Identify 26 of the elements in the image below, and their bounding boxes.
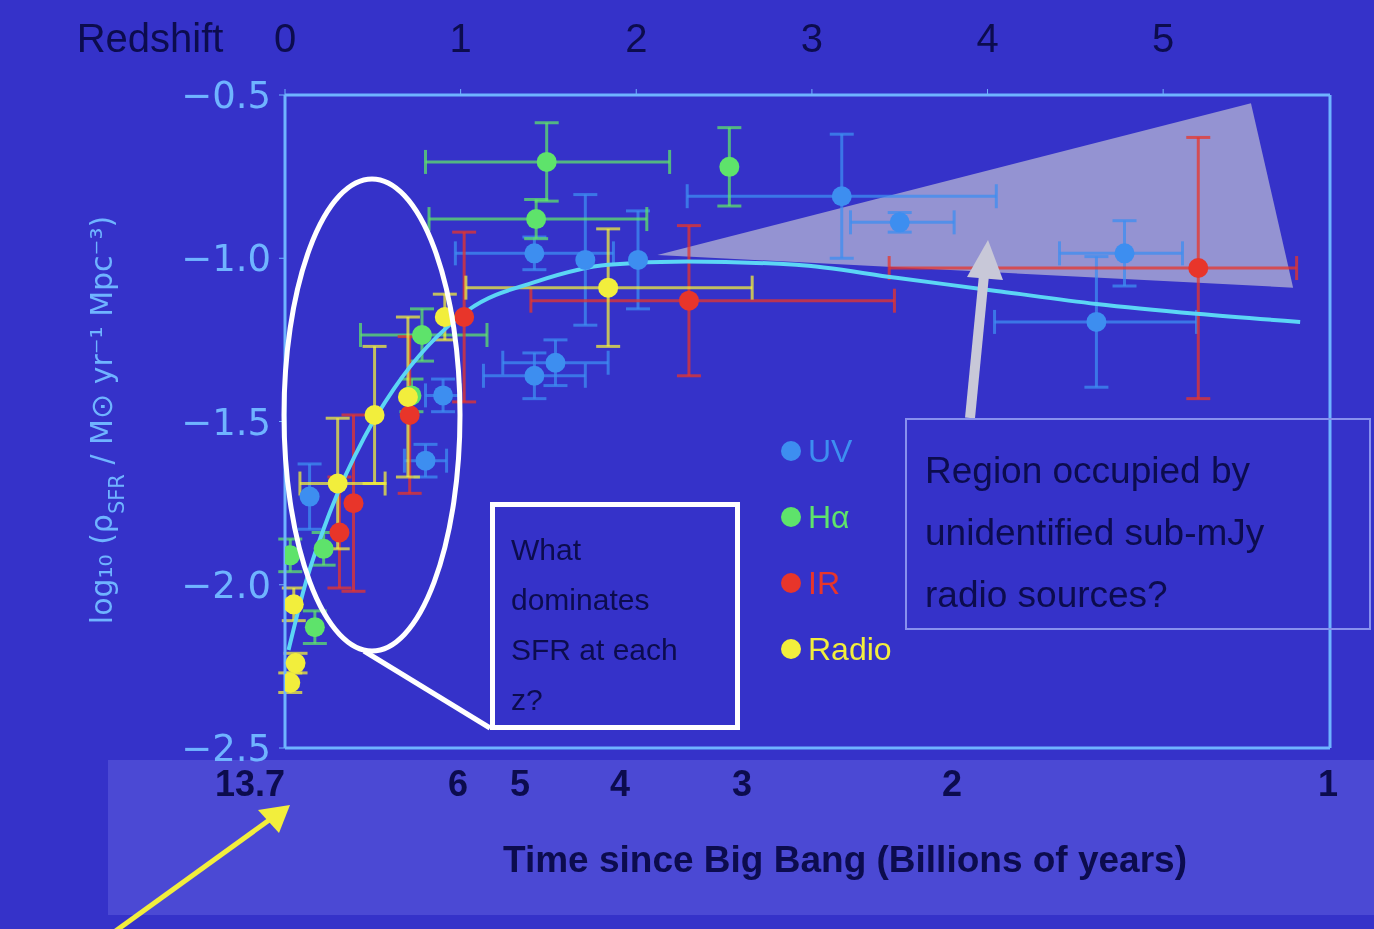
x-tick-label: 5 [1152, 16, 1175, 60]
x-tick-label: 3 [800, 16, 824, 60]
text: 1 [1317, 763, 1339, 804]
y-tick-label: −2.0 [181, 563, 271, 607]
text: 2 [941, 763, 963, 804]
text: 3 [731, 763, 753, 804]
x-axis-title: Redshift [76, 16, 224, 60]
text: 6 [447, 763, 469, 804]
callout-box: Region occupied by unidentified sub-mJy radio sources? [905, 418, 1371, 630]
legend-label: UV [808, 432, 853, 470]
x-tick-label: 1 [449, 16, 472, 60]
legend-label: Radio [808, 630, 892, 668]
x-tick-label: 2 [625, 16, 648, 60]
y-tick-label: −1.5 [181, 400, 271, 444]
x-tick-label: 4 [976, 16, 999, 60]
text: 5 [509, 763, 531, 804]
x-tick-label: 0 [273, 16, 297, 60]
callout-box: What dominates SFR at each z? [490, 502, 740, 730]
legend-label: Hα [808, 498, 850, 536]
annotation: Region occupied by unidentified sub-mJy radio sources? [925, 449, 1266, 617]
text: 4 [609, 763, 631, 804]
y-tick-label: −0.5 [181, 74, 271, 117]
y-tick-label: −1.0 [181, 237, 271, 281]
annotation: What dominates SFR at each z? [511, 532, 679, 718]
legend-label: IR [808, 564, 840, 602]
text: Time since Big Bang (Billions of years) [503, 839, 1187, 880]
